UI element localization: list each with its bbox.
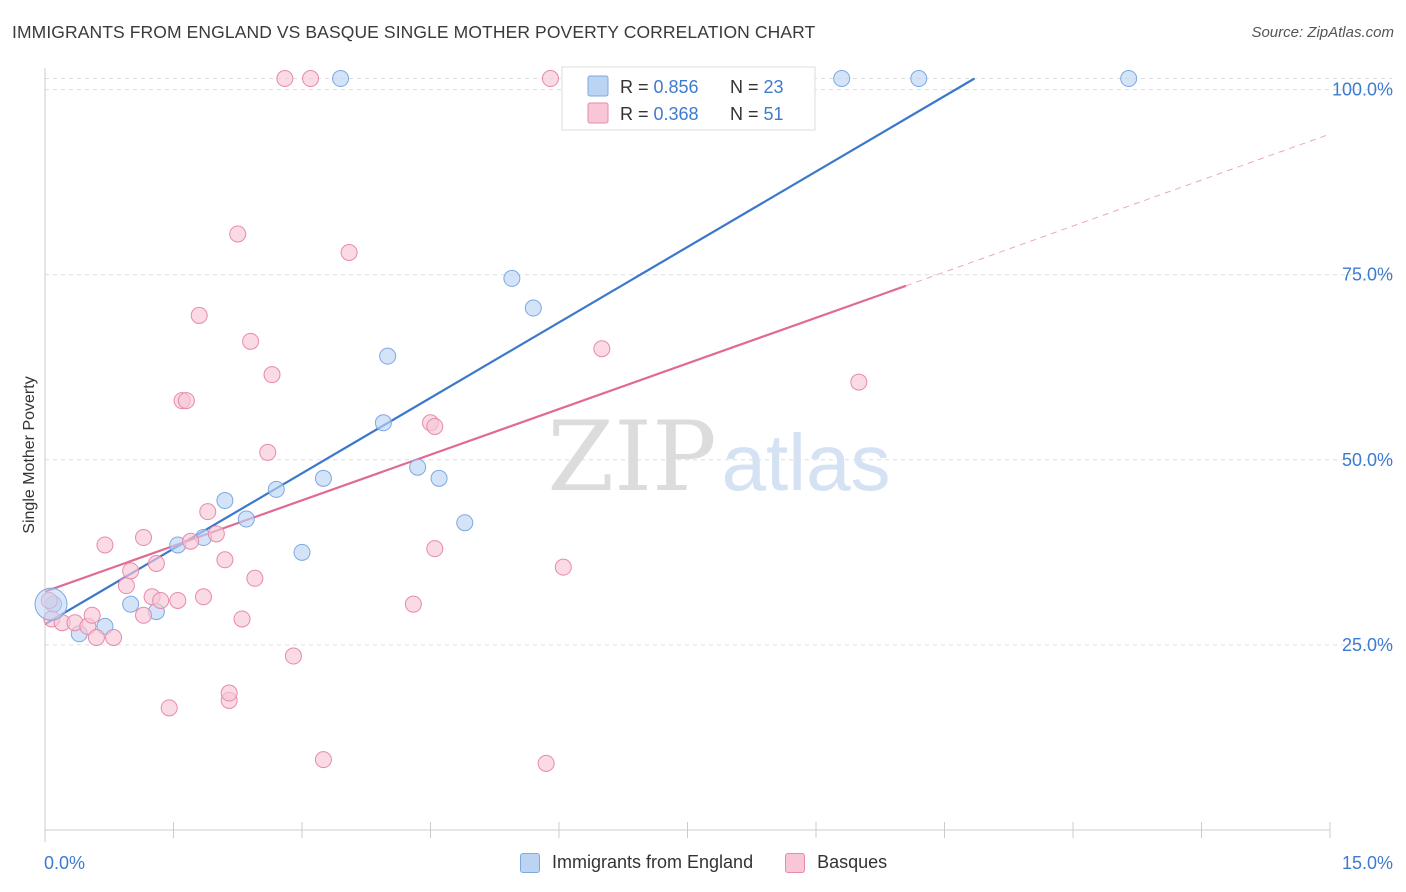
axes [44,68,1331,842]
data-point [122,595,140,613]
data-point [910,70,928,88]
legend-swatch-england [587,75,609,97]
r-label-basques: R = [620,104,654,124]
data-point [379,347,397,365]
data-point [190,306,208,324]
data-point [426,417,444,435]
data-point [117,577,135,595]
n-label-basques: N = [730,104,764,124]
y-tick-label: 25.0% [1342,635,1393,655]
r-value-england: 0.856 [654,77,699,97]
source-label: Source: ZipAtlas.com [1251,24,1394,41]
data-point [237,510,255,528]
data-point [340,244,358,261]
data-points [34,70,1138,772]
data-point [456,514,474,532]
data-point [177,392,195,410]
y-tick-label: 100.0% [1332,80,1393,100]
data-point [135,529,153,547]
data-point [537,754,555,772]
y-tick-label: 75.0% [1342,265,1393,285]
legend-label-england: Immigrants from England [552,852,754,872]
y-axis-label: Single Mother Poverty [21,376,38,533]
data-point [96,536,114,554]
data-point [554,558,572,576]
data-point [267,480,285,498]
data-point [152,591,170,609]
n-value-basques: 51 [764,104,784,124]
data-point [314,751,332,769]
data-point [147,554,165,572]
data-point-cluster [34,587,68,621]
data-point [135,606,153,624]
data-point [216,551,234,569]
data-point [302,70,320,88]
data-point [246,569,264,587]
r-label-england: R = [620,77,654,97]
grid-lines [45,78,1392,646]
svg-text:N = 51: N = 51 [730,104,784,124]
data-point [263,366,281,384]
svg-text:R = 0.368: R = 0.368 [620,104,699,124]
legend-swatch-england-bottom [520,852,540,873]
data-point [169,591,187,609]
data-point [833,70,851,88]
data-point [850,373,868,391]
data-point [409,458,427,476]
data-point [216,492,234,510]
data-point [87,629,105,646]
r-value-basques: 0.368 [654,104,699,124]
n-label-england: N = [730,77,764,97]
data-point [242,332,260,350]
chart-title: IMMIGRANTS FROM ENGLAND VS BASQUE SINGLE… [12,22,816,42]
x-tick-label: 0.0% [44,853,85,873]
stats-legend: R = 0.856 N = 23 R = 0.368 N = 51 [561,66,816,131]
data-point [541,70,559,88]
data-point [220,684,238,702]
data-point [259,443,277,461]
series-points-1 [40,70,868,772]
data-point [199,503,217,521]
data-point [426,540,444,558]
watermark-zip: ZIP [547,401,716,513]
y-tick-label: 50.0% [1342,450,1393,470]
svg-text:N = 23: N = 23 [730,77,784,97]
n-value-england: 23 [764,77,784,97]
data-point [404,595,422,613]
watermark-atlas: atlas [722,418,891,507]
data-point [503,269,521,287]
trend-lines [44,77,1331,626]
svg-text:R = 0.856: R = 0.856 [620,77,699,97]
data-point [374,414,392,432]
legend-swatch-basques-bottom [785,852,806,873]
data-point [276,70,294,88]
data-point [593,340,611,358]
data-point [207,525,225,543]
data-point [194,588,212,606]
x-tick-label: 15.0% [1342,853,1393,873]
data-point [314,469,332,487]
data-point [233,610,251,628]
legend-swatch-basques [587,102,609,124]
tick-labels: 100.0% 75.0% 50.0% 25.0% 0.0% 15.0% [44,80,1393,873]
data-point [122,562,140,580]
data-point [1120,70,1138,88]
series-points-0 [45,70,1138,643]
data-point [182,532,200,550]
legend-label-basques: Basques [817,852,888,872]
data-point [83,606,101,624]
data-point [332,70,350,88]
data-point [160,699,178,717]
series-legend: Immigrants from England Basques [520,852,919,873]
data-point [229,225,247,243]
data-point [293,543,311,561]
data-point [524,299,542,317]
legend-item-basques[interactable]: Basques [785,852,887,873]
legend-item-england[interactable]: Immigrants from England [520,852,753,873]
trend-line-extension [905,133,1331,287]
data-point [430,469,448,487]
data-point [105,629,123,646]
data-point [284,647,302,665]
